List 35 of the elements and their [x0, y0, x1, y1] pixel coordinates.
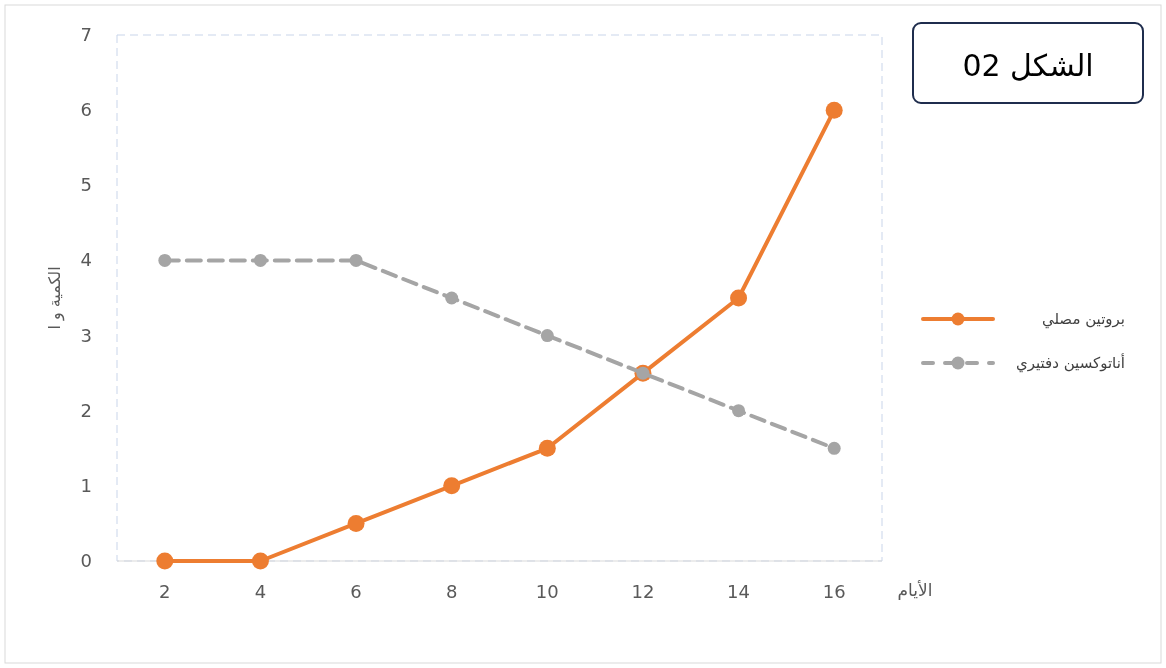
- y-axis-title: الكمية و ا: [45, 266, 65, 330]
- y-tick-label: 1: [80, 474, 92, 496]
- y-tick-label: 5: [80, 174, 92, 196]
- text: الشكل 02: [962, 48, 1094, 83]
- y-tick-label: 7: [80, 24, 92, 45]
- x-tick-label: 12: [631, 581, 655, 602]
- point: [730, 289, 748, 307]
- point: [156, 552, 174, 570]
- point: [253, 253, 267, 267]
- point: [538, 439, 556, 457]
- point: [158, 253, 172, 267]
- point: [347, 514, 365, 532]
- y-tick-label: 4: [80, 249, 92, 271]
- x-tick-label: 16: [822, 581, 846, 602]
- text: بروتين مصلي: [1041, 310, 1125, 329]
- point: [445, 291, 459, 305]
- x-tick-label: 2: [159, 581, 171, 602]
- point: [732, 404, 746, 418]
- y-tick-label: 0: [80, 550, 92, 571]
- point: [251, 552, 269, 570]
- x-tick-label: 10: [535, 581, 559, 602]
- x-tick-label: 14: [727, 581, 751, 602]
- y-tick-label: 2: [80, 399, 92, 421]
- point: [349, 253, 363, 267]
- legend-label: أناتوكسين دفتيري: [1016, 353, 1125, 373]
- x-tick-label: 4: [254, 581, 267, 602]
- y-tick-label: 3: [80, 324, 92, 346]
- y-tick-label: 6: [80, 99, 92, 121]
- point: [827, 441, 841, 455]
- point: [443, 477, 461, 495]
- point: [540, 329, 554, 343]
- x-axis-title: الأيام: [897, 580, 933, 600]
- x-tick-label: 8: [445, 581, 458, 602]
- point: [825, 101, 843, 119]
- x-tick-label: 6: [350, 581, 362, 602]
